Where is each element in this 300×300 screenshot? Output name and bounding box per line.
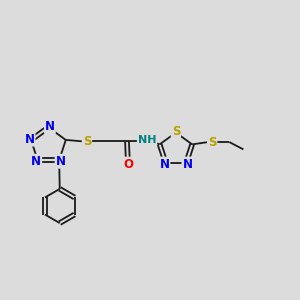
Text: N: N <box>31 155 41 168</box>
Text: N: N <box>56 155 66 168</box>
Text: N: N <box>45 120 55 133</box>
Text: S: S <box>208 136 216 148</box>
Text: S: S <box>172 124 180 138</box>
Text: N: N <box>159 158 170 171</box>
Text: O: O <box>123 158 133 171</box>
Text: N: N <box>182 158 192 171</box>
Text: S: S <box>83 135 91 148</box>
Text: N: N <box>25 133 34 146</box>
Text: NH: NH <box>138 135 156 145</box>
